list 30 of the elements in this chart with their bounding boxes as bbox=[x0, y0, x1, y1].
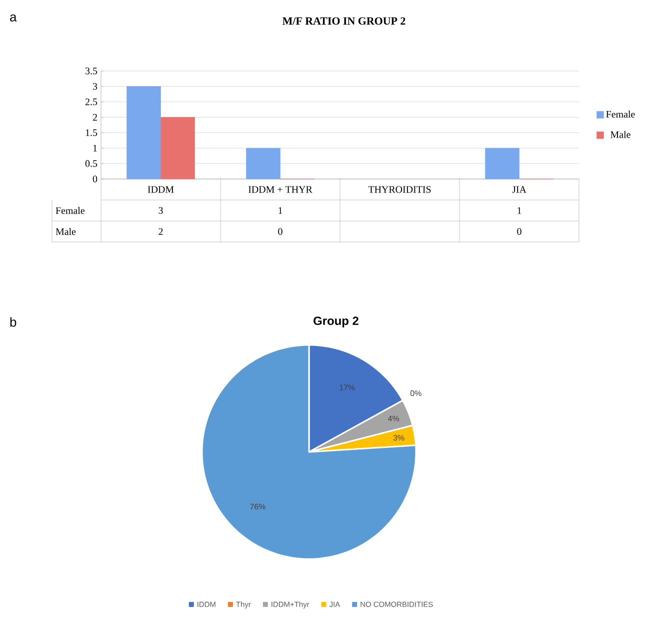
text: a bbox=[10, 14, 17, 22]
data-label: 1 bbox=[518, 207, 522, 214]
text: Male bbox=[56, 228, 76, 235]
chart-title: M/F RATIO IN GROUP 2 bbox=[282, 17, 406, 25]
y-tick-label: 0.5 bbox=[85, 160, 98, 167]
data-label: 2 bbox=[158, 228, 163, 235]
y-tick-label: 1 bbox=[93, 144, 97, 152]
bar bbox=[160, 117, 195, 180]
data-label: 0 bbox=[278, 228, 282, 235]
legend-label: Male bbox=[610, 130, 630, 138]
y-tick-label: 1.5 bbox=[86, 129, 98, 136]
data-label: 3 bbox=[158, 207, 163, 214]
x-tick-label: IDDM bbox=[148, 186, 174, 193]
bar bbox=[126, 86, 161, 180]
y-tick-label: 3 bbox=[92, 83, 98, 90]
y-tick-label: 3.5 bbox=[86, 68, 98, 74]
data-label: 0 bbox=[517, 228, 522, 235]
legend-label: Female bbox=[606, 110, 635, 118]
data-label: 1 bbox=[278, 207, 282, 214]
bar bbox=[246, 148, 280, 180]
x-tick-label: THYROIDITIS bbox=[368, 186, 431, 193]
text: Female bbox=[56, 206, 85, 214]
x-tick-label: IDDM + THYR bbox=[248, 186, 312, 193]
y-tick-label: 0 bbox=[92, 176, 98, 182]
text: b bbox=[10, 317, 16, 327]
bar bbox=[485, 148, 520, 180]
y-tick-label: 2 bbox=[92, 114, 97, 121]
y-tick-label: 2.5 bbox=[85, 98, 98, 106]
chart-title: Group 2 bbox=[314, 316, 358, 328]
x-tick-label: JIA bbox=[512, 186, 526, 193]
